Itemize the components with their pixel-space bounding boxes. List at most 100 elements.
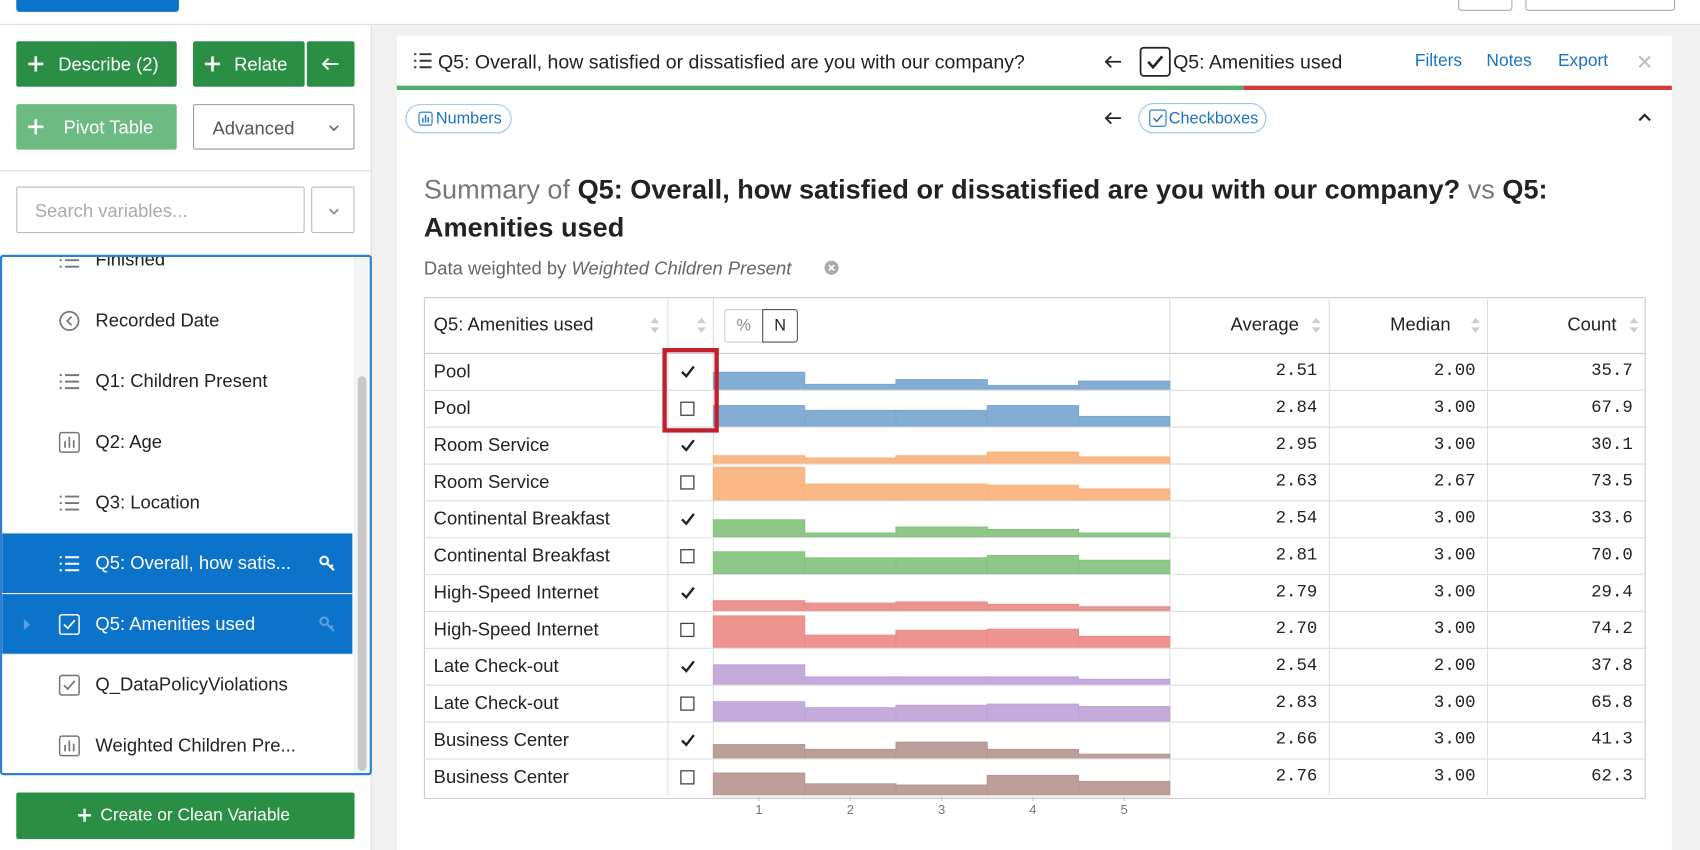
stat-value: 3.00 bbox=[1433, 434, 1476, 455]
key-icon bbox=[319, 555, 335, 572]
unchecked-box bbox=[680, 622, 695, 638]
summary-object: Q5: Amenities used bbox=[423, 174, 1548, 243]
column-header[interactable]: Average bbox=[1230, 314, 1299, 336]
summary-vs: vs bbox=[1467, 174, 1495, 205]
advanced-select[interactable]: Advanced bbox=[192, 104, 355, 150]
histogram-bar bbox=[1078, 415, 1171, 427]
histogram-bar bbox=[895, 676, 988, 685]
checked-mark bbox=[681, 439, 695, 452]
checkboxes-pill[interactable]: Checkboxes bbox=[1138, 102, 1267, 134]
numbers-pill[interactable]: Numbers bbox=[405, 104, 512, 134]
stat-value: 74.2 bbox=[1591, 619, 1633, 639]
pivot-button[interactable]: Pivot Table bbox=[16, 104, 177, 150]
expand-shape bbox=[23, 619, 31, 630]
scrollbar-thumb[interactable] bbox=[357, 376, 367, 771]
relate-button[interactable]: Relate bbox=[192, 41, 305, 87]
close-icon[interactable] bbox=[1638, 55, 1651, 68]
histogram-bar bbox=[895, 601, 988, 611]
variable-label: Weighted Children Pre... bbox=[95, 735, 296, 756]
row-label: Pool bbox=[433, 397, 471, 419]
plus-shape bbox=[28, 119, 44, 135]
histogram-bar bbox=[986, 451, 1080, 464]
arrow-icon[interactable] bbox=[1104, 112, 1122, 125]
variable-item[interactable]: Q5: Amenities used bbox=[2, 594, 353, 655]
row-label: Room Service bbox=[433, 471, 550, 493]
histogram-bar bbox=[986, 676, 1080, 685]
type-bar-right bbox=[1243, 85, 1672, 90]
variable-item[interactable]: Recorded Date bbox=[2, 291, 352, 352]
variable-item[interactable]: Q3: Location bbox=[2, 473, 352, 534]
search-dropdown[interactable] bbox=[311, 186, 355, 234]
variable-item[interactable]: Q1: Children Present bbox=[2, 351, 352, 412]
arrow-icon[interactable] bbox=[1104, 55, 1122, 68]
variable-label: Q_DataPolicyViolations bbox=[95, 674, 288, 695]
variable-item[interactable]: Q_DataPolicyViolations bbox=[2, 655, 352, 716]
column-header[interactable]: Q5: Amenities used bbox=[433, 314, 594, 336]
plus-icon bbox=[28, 56, 44, 72]
row-label: High-Speed Internet bbox=[433, 582, 599, 603]
stat-value: 3.00 bbox=[1433, 397, 1476, 418]
key-head bbox=[319, 555, 330, 566]
histogram-bar bbox=[712, 744, 806, 759]
unchecked-box bbox=[680, 770, 695, 785]
stat-value: 3.00 bbox=[1433, 729, 1476, 750]
filters-link[interactable]: Filters bbox=[1414, 52, 1463, 71]
stat-value: 2.95 bbox=[1275, 434, 1318, 455]
plus-shape bbox=[78, 808, 92, 822]
plus-icon bbox=[28, 119, 44, 135]
stat-value: 2.83 bbox=[1275, 692, 1318, 713]
notes-link[interactable]: Notes bbox=[1486, 52, 1532, 71]
weighted-variable: Weighted Children Present bbox=[571, 258, 792, 279]
axis-tick-label: 3 bbox=[938, 802, 945, 817]
variable-item[interactable]: Q5: Overall, how satis... bbox=[2, 533, 353, 595]
variable-item[interactable]: Weighted Children Pre... bbox=[2, 716, 352, 773]
toggle-count[interactable]: N bbox=[762, 308, 798, 343]
variable-list: Finished Recorded Date Q1: Children Presen… bbox=[0, 254, 372, 776]
summary-prefix: Summary of bbox=[423, 174, 571, 205]
histogram-bar bbox=[986, 628, 1080, 648]
top-select[interactable] bbox=[1525, 0, 1676, 11]
caret-icon bbox=[329, 125, 339, 132]
icon-frame bbox=[58, 735, 80, 757]
row-label: Late Check-out bbox=[433, 692, 559, 714]
row-label: Room Service bbox=[433, 434, 550, 456]
describe-button[interactable]: Describe (2) bbox=[16, 41, 177, 87]
histogram-bar bbox=[895, 526, 988, 538]
divider bbox=[0, 170, 372, 172]
list-shape bbox=[414, 53, 432, 69]
column-header[interactable]: Count bbox=[1567, 314, 1617, 336]
histogram-bar bbox=[895, 704, 988, 722]
button-label: Pivot Table bbox=[63, 116, 154, 138]
histogram-bar bbox=[1078, 753, 1171, 759]
collapse-icon[interactable] bbox=[1638, 113, 1651, 122]
histogram-bar bbox=[895, 379, 988, 390]
row-label: Pool bbox=[433, 361, 471, 382]
histogram-bar bbox=[712, 600, 806, 611]
histogram-bar bbox=[1078, 705, 1171, 722]
sort-icon bbox=[1311, 317, 1321, 333]
top-button[interactable] bbox=[16, 0, 179, 12]
variable-item[interactable]: Q2: Age bbox=[2, 412, 352, 473]
create-button[interactable]: Create or Clean Variable bbox=[16, 792, 355, 840]
select-label: Advanced bbox=[212, 118, 295, 139]
histogram-bar bbox=[1078, 532, 1171, 538]
column-header[interactable]: Median bbox=[1390, 314, 1451, 336]
variable-item[interactable]: Finished bbox=[2, 257, 352, 291]
top-icon-button[interactable] bbox=[1458, 0, 1513, 11]
stat-value: 30.1 bbox=[1591, 434, 1633, 455]
toggle-percent[interactable]: % bbox=[724, 308, 764, 343]
histogram-bar bbox=[804, 602, 897, 611]
unchecked-box bbox=[680, 475, 695, 490]
remove-weight-icon[interactable] bbox=[824, 260, 839, 275]
icon-hands bbox=[65, 315, 73, 326]
variable-icon bbox=[58, 674, 80, 696]
search-input[interactable]: Search variables... bbox=[16, 186, 305, 234]
icon-lines bbox=[59, 495, 80, 511]
export-link[interactable]: Export bbox=[1557, 52, 1609, 71]
histogram-bar bbox=[895, 629, 988, 648]
variable-icon bbox=[59, 495, 80, 511]
stat-value: 2.66 bbox=[1275, 729, 1318, 750]
swap-button[interactable] bbox=[306, 41, 355, 87]
